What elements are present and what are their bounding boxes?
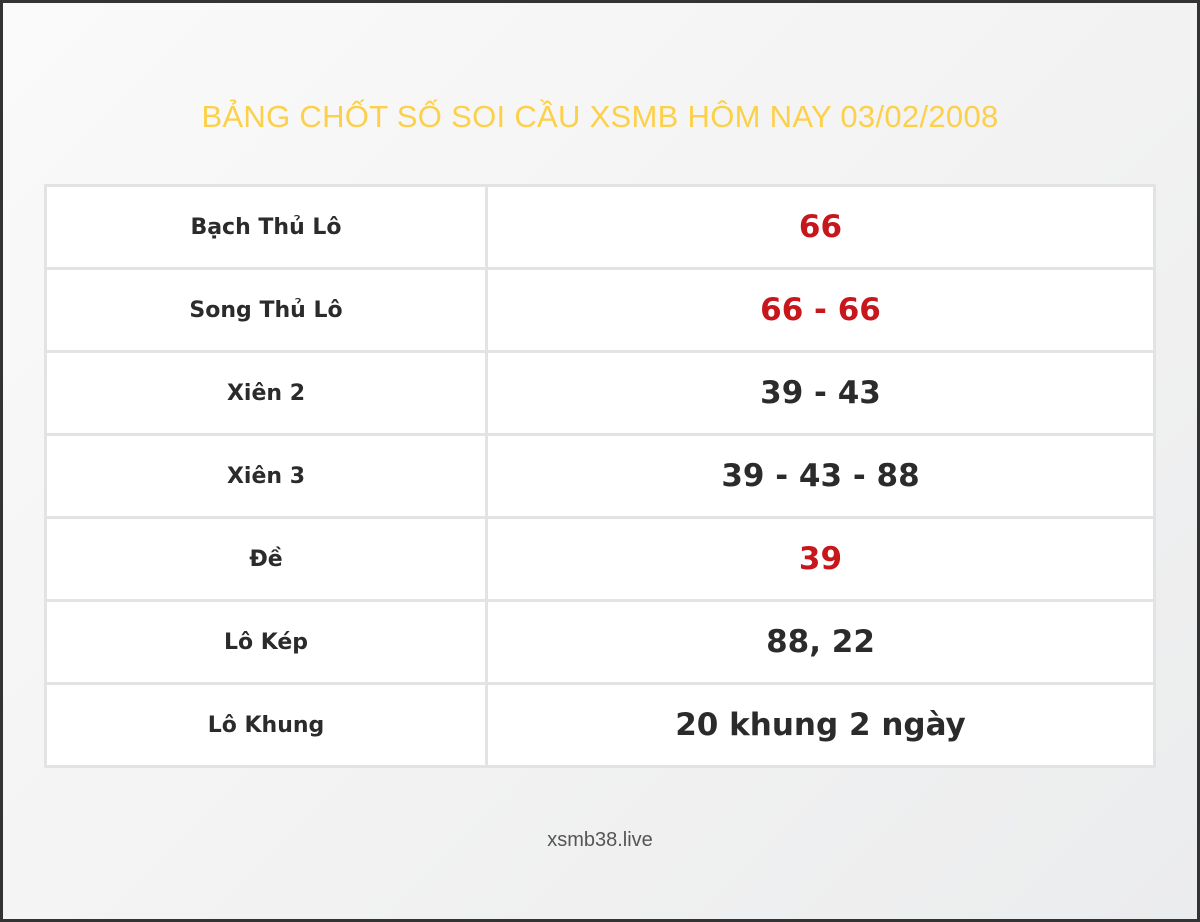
prediction-table: Bạch Thủ Lô 66 Song Thủ Lô 66 - 66 Xiên 2 39 … xyxy=(44,184,1156,768)
row-value: 39 - 43 xyxy=(485,350,1156,436)
row-value: 66 xyxy=(485,184,1156,270)
site-watermark: xsmb38.live xyxy=(547,829,653,851)
row-value: 39 xyxy=(485,516,1156,602)
page-title: BẢNG CHỐT SỐ SOI CẦU XSMB HÔM NAY 03/02/… xyxy=(201,99,999,134)
row-label: Xiên 3 xyxy=(44,433,488,519)
row-label: Song Thủ Lô xyxy=(44,267,488,353)
table-row: Song Thủ Lô 66 - 66 xyxy=(44,267,1156,353)
table-row: Xiên 3 39 - 43 - 88 xyxy=(44,433,1156,519)
table-row: Lô Khung 20 khung 2 ngày xyxy=(44,682,1156,768)
row-value: 20 khung 2 ngày xyxy=(485,682,1156,768)
table-row: Xiên 2 39 - 43 xyxy=(44,350,1156,436)
row-label: Đề xyxy=(44,516,488,602)
row-label: Xiên 2 xyxy=(44,350,488,436)
row-label: Bạch Thủ Lô xyxy=(44,184,488,270)
row-label: Lô Kép xyxy=(44,599,488,685)
row-value: 66 - 66 xyxy=(485,267,1156,353)
row-label: Lô Khung xyxy=(44,682,488,768)
table-row: Lô Kép 88, 22 xyxy=(44,599,1156,685)
row-value: 39 - 43 - 88 xyxy=(485,433,1156,519)
table-row: Bạch Thủ Lô 66 xyxy=(44,184,1156,270)
row-value: 88, 22 xyxy=(485,599,1156,685)
table-row: Đề 39 xyxy=(44,516,1156,602)
